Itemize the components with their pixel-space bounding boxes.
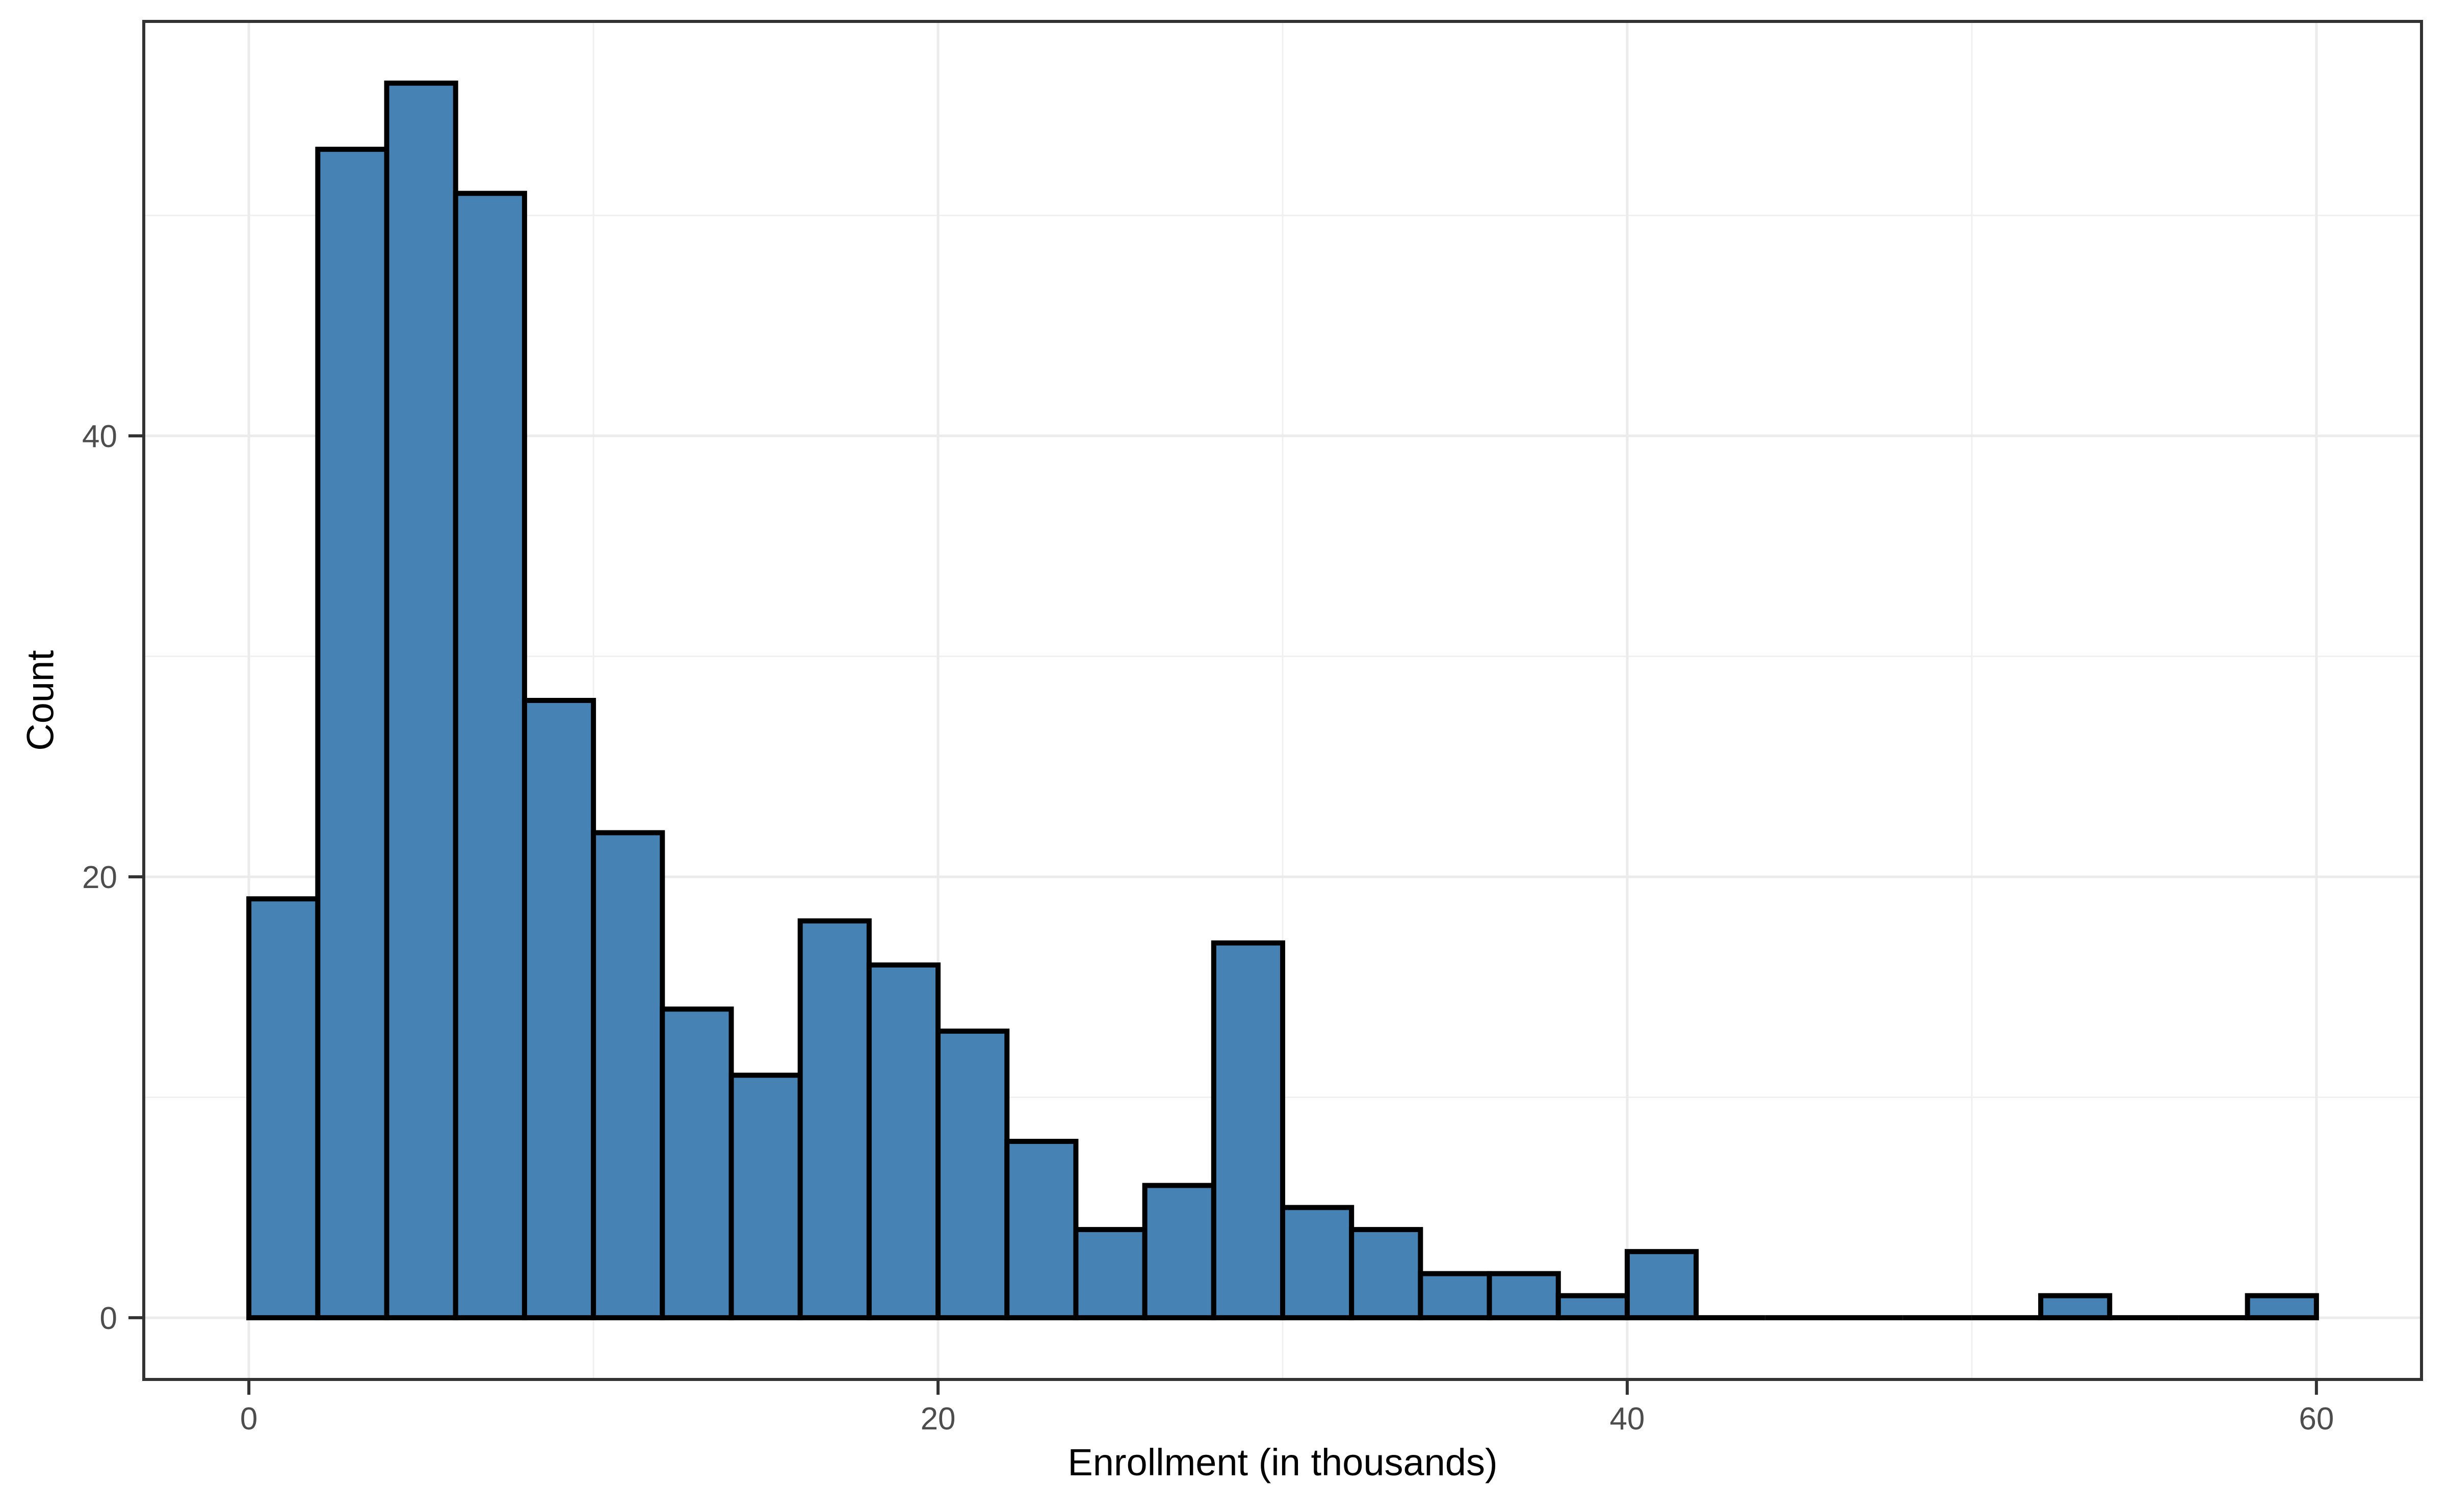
y-tick-label: 0 [100, 1301, 117, 1336]
histogram-bar [797, 918, 872, 1320]
histogram-bar [728, 1073, 803, 1320]
histogram-bar [1624, 1249, 1699, 1320]
y-axis-title: Count [19, 650, 62, 751]
histogram-bar [1555, 1293, 1630, 1320]
histogram-bar [1349, 1227, 1423, 1320]
histogram-bar [1418, 1271, 1492, 1320]
x-tick-label: 60 [2299, 1401, 2334, 1437]
histogram-bar [246, 896, 321, 1320]
histogram-bar [1073, 1227, 1148, 1320]
histogram-bar [1280, 1205, 1355, 1320]
histogram-bar [384, 81, 458, 1320]
histogram-bar [2245, 1293, 2319, 1320]
histogram-bar [2038, 1293, 2113, 1320]
y-tick-label: 40 [82, 419, 117, 454]
histogram-bar [660, 1006, 734, 1320]
histogram-bar [315, 146, 389, 1320]
histogram-bar [1004, 1138, 1079, 1320]
panel-border [142, 20, 2423, 1381]
histogram-bar [935, 1028, 1010, 1320]
histogram-bar [1487, 1271, 1561, 1320]
histogram-bar [866, 962, 941, 1320]
histogram-bar [1211, 940, 1285, 1320]
x-axis-title: Enrollment (in thousands) [1068, 1441, 1498, 1483]
x-tick-label: 40 [1609, 1401, 1645, 1437]
histogram-bar [522, 698, 596, 1320]
histogram-bar [453, 191, 527, 1320]
y-tick-label: 20 [82, 860, 117, 895]
x-tick-label: 0 [240, 1401, 257, 1437]
x-tick-label: 20 [921, 1401, 956, 1437]
histogram-bar [1142, 1183, 1216, 1320]
histogram-bar [591, 830, 665, 1320]
